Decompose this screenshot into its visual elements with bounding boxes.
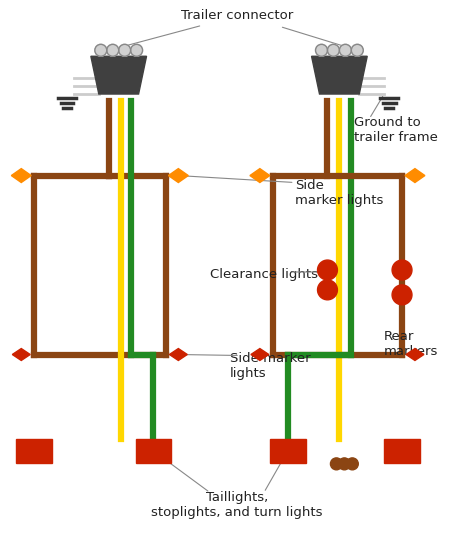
Circle shape xyxy=(351,44,363,56)
Text: Side
marker lights: Side marker lights xyxy=(295,179,383,207)
Polygon shape xyxy=(251,348,269,360)
Circle shape xyxy=(318,280,337,300)
Circle shape xyxy=(316,44,328,56)
Text: Rear
markers: Rear markers xyxy=(384,329,438,358)
Polygon shape xyxy=(91,56,146,94)
Polygon shape xyxy=(169,348,187,360)
Circle shape xyxy=(118,44,131,56)
Bar xyxy=(136,439,172,463)
Circle shape xyxy=(328,44,339,56)
Polygon shape xyxy=(11,169,31,182)
Polygon shape xyxy=(250,169,270,182)
Polygon shape xyxy=(12,348,30,360)
Circle shape xyxy=(318,260,337,280)
Text: Side marker
lights: Side marker lights xyxy=(230,352,310,380)
Text: Trailer connector: Trailer connector xyxy=(127,10,293,45)
Circle shape xyxy=(330,458,342,470)
Text: Clearance lights: Clearance lights xyxy=(210,268,318,281)
Circle shape xyxy=(95,44,107,56)
Bar xyxy=(270,439,306,463)
Text: Ground to
trailer frame: Ground to trailer frame xyxy=(354,116,438,144)
Circle shape xyxy=(131,44,143,56)
Circle shape xyxy=(392,260,412,280)
Circle shape xyxy=(338,458,350,470)
Circle shape xyxy=(392,285,412,305)
Circle shape xyxy=(107,44,118,56)
Circle shape xyxy=(339,44,351,56)
Polygon shape xyxy=(406,348,424,360)
Polygon shape xyxy=(168,169,188,182)
Circle shape xyxy=(346,458,358,470)
Polygon shape xyxy=(405,169,425,182)
Polygon shape xyxy=(311,56,367,94)
Text: Taillights,
stoplights, and turn lights: Taillights, stoplights, and turn lights xyxy=(151,491,323,519)
Bar xyxy=(16,439,52,463)
Bar xyxy=(384,439,420,463)
